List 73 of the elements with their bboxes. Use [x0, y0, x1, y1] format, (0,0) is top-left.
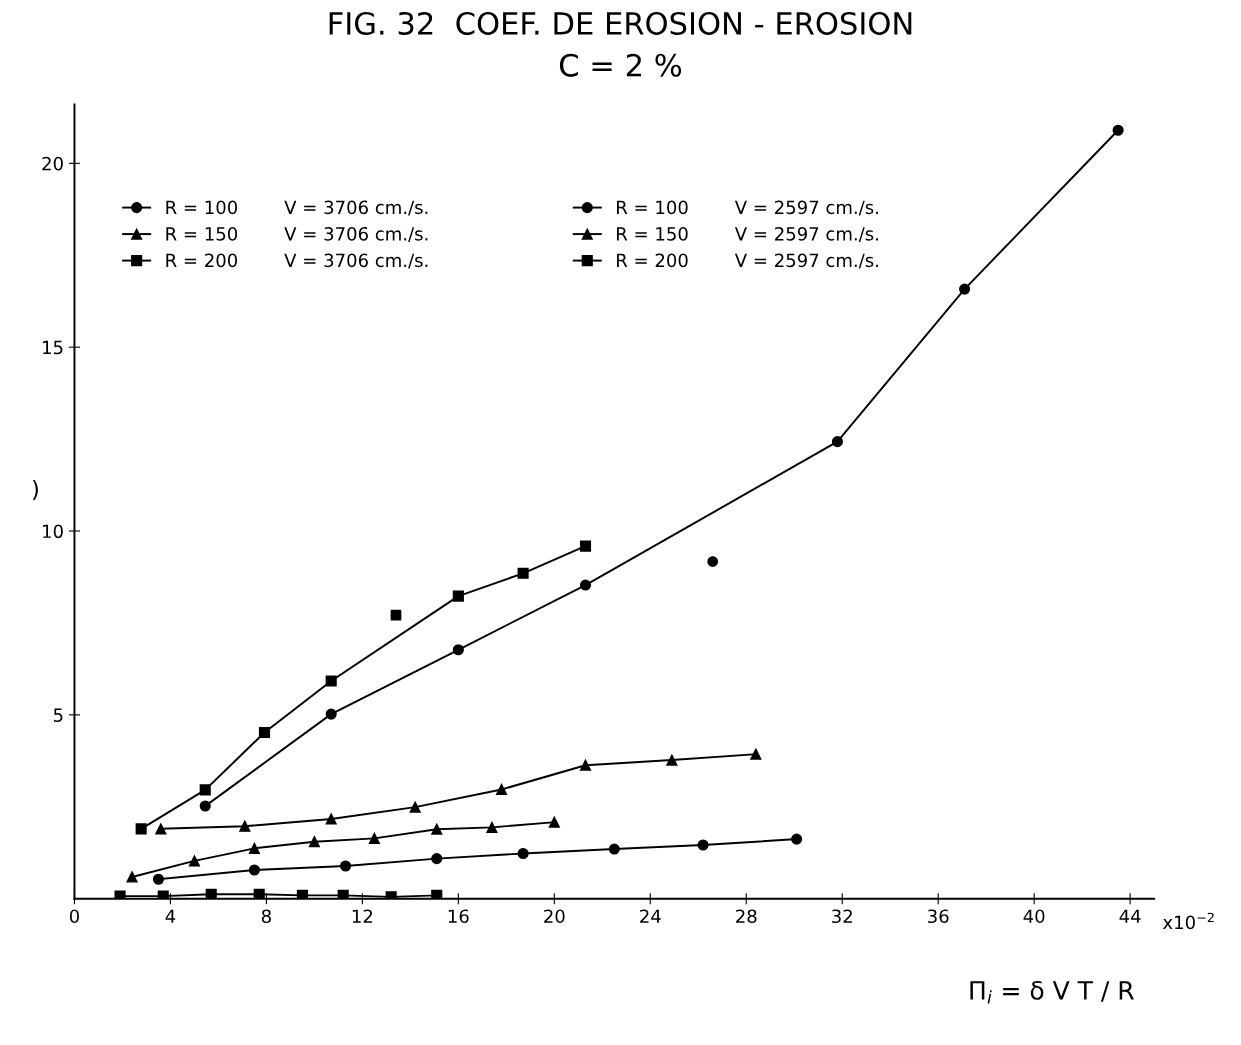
legend-label: R = 100 V = 3706 cm./s.	[166, 200, 428, 216]
point	[135, 823, 147, 835]
point	[579, 579, 592, 591]
point	[155, 823, 167, 835]
point	[452, 590, 464, 602]
x-tick-label: 8	[261, 909, 271, 924]
point	[199, 800, 211, 812]
point	[325, 708, 337, 720]
x-tick-label: 40	[1023, 909, 1045, 924]
point	[325, 813, 337, 825]
point	[126, 871, 138, 883]
point	[431, 823, 443, 835]
point	[750, 748, 762, 760]
point	[205, 888, 217, 899]
legend-label: R = 150 V = 3706 cm./s.	[166, 226, 428, 243]
legend-label: R = 100 V = 2597 cm./s.	[617, 200, 878, 216]
x-tick-label: 20	[544, 909, 565, 924]
legend-label: R = 150 V = 2597 cm./s.	[617, 226, 878, 243]
x-tick-label: 36	[928, 909, 949, 924]
x-axis-title: Π$_{i}$ = δ V T / R	[970, 980, 1134, 1004]
point	[253, 888, 265, 899]
point	[325, 675, 337, 687]
chart-subtitle: C = 2 %	[559, 53, 682, 77]
point	[368, 832, 380, 844]
point	[114, 890, 126, 899]
y-tick-label: 10	[43, 524, 63, 539]
x-tick-label: 44	[1119, 909, 1141, 923]
point	[707, 556, 719, 567]
x-tick-label: 0	[69, 909, 79, 924]
point	[452, 644, 464, 656]
point	[579, 759, 592, 771]
point	[239, 820, 251, 832]
point	[548, 816, 560, 828]
y-tick-label: 15	[43, 340, 63, 355]
point	[959, 283, 971, 295]
point	[248, 864, 260, 876]
point	[517, 847, 529, 860]
x-tick-label: 4	[165, 909, 176, 923]
legend-label: R = 200 V = 3706 cm./s.	[166, 253, 428, 269]
text: x10$^{−2}$	[1162, 912, 1214, 930]
point	[486, 821, 498, 833]
y-tick-label: 5	[53, 708, 63, 722]
point	[152, 873, 164, 885]
x-tick-label: 12	[352, 909, 373, 923]
point	[296, 889, 308, 899]
point	[248, 842, 260, 854]
x-tick-label: 32	[832, 909, 852, 924]
point	[337, 889, 349, 899]
point	[340, 860, 352, 872]
point	[831, 436, 843, 448]
x-tick-label: 24	[640, 909, 661, 923]
point	[409, 801, 421, 813]
y-tick-label: 20	[42, 156, 63, 171]
point	[495, 783, 508, 796]
point	[608, 843, 620, 855]
point	[431, 889, 443, 899]
x-tick-label: 16	[448, 909, 469, 924]
point	[1112, 124, 1124, 136]
point	[188, 855, 200, 867]
point	[579, 540, 592, 552]
legend-label: R = 200 V = 2597 cm./s.	[617, 253, 878, 269]
point	[791, 833, 803, 845]
point	[517, 567, 529, 579]
point	[666, 754, 678, 766]
point	[199, 784, 211, 796]
point	[431, 853, 443, 865]
point	[308, 836, 320, 848]
chart-title: FIG. 32 COEF. DE EROSION - EROSION	[329, 11, 912, 35]
y-axis-title: )	[32, 480, 38, 500]
point	[697, 839, 709, 851]
point	[390, 609, 402, 621]
point	[258, 726, 271, 739]
x-tick-label: 28	[736, 909, 757, 924]
